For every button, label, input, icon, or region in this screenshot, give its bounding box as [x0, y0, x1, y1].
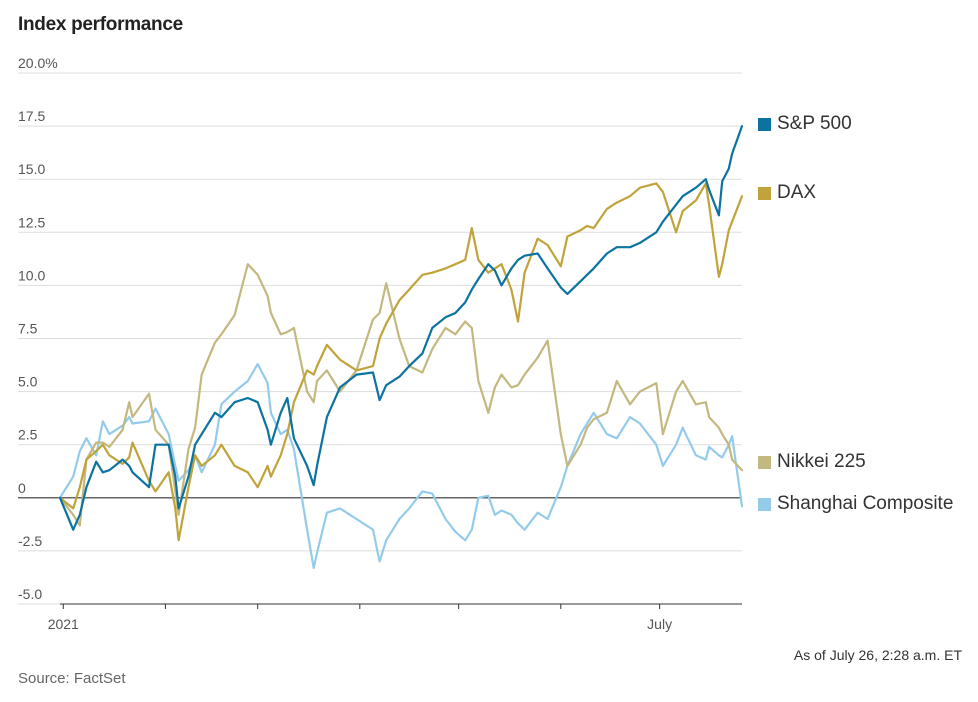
y-tick-label: 0 — [18, 480, 26, 496]
timestamp-note: As of July 26, 2:28 a.m. ET — [793, 647, 962, 663]
y-tick-label: 10.0 — [18, 267, 45, 283]
series-lines — [58, 125, 744, 569]
series-line-dax — [58, 182, 744, 542]
legend-swatch — [758, 186, 771, 200]
legend-item-dax: DAX — [758, 182, 816, 204]
legend-swatch — [758, 497, 771, 511]
series-line-s-p-500 — [58, 125, 744, 531]
legend-item-s-p-500: S&P 500 — [758, 113, 852, 135]
y-tick-label: 20.0% — [18, 55, 58, 71]
legend-label: Shanghai Composite — [777, 493, 954, 514]
series-line-shanghai-composite — [58, 362, 744, 569]
y-tick-label: 7.5 — [18, 321, 38, 337]
y-tick-label: 15.0 — [18, 161, 45, 177]
legend-label: Nikkei 225 — [777, 451, 866, 472]
y-tick-label: -5.0 — [18, 586, 42, 602]
axes: 20.0% 17.5 15.0 12.5 10.0 7.5 5.0 2.5 0 -2.5 -5.0 2… — [18, 55, 742, 632]
source-note: Source: FactSet — [18, 670, 126, 687]
y-tick-label: 12.5 — [18, 214, 45, 230]
legend-item-shanghai-composite: Shanghai Composite — [758, 493, 953, 515]
legend-item-nikkei-225: Nikkei 225 — [758, 451, 866, 473]
y-tick-label: -2.5 — [18, 533, 42, 549]
x-tick-label: 2021 — [48, 616, 79, 632]
legend-label: DAX — [777, 182, 817, 203]
series-line-nikkei-225 — [58, 263, 744, 527]
legend-swatch — [758, 117, 771, 131]
y-tick-label: 2.5 — [18, 427, 38, 443]
y-tick-label: 17.5 — [18, 108, 45, 124]
y-tick-label: 5.0 — [18, 374, 38, 390]
chart-title: Index performance — [18, 14, 183, 35]
x-tick-label: July — [647, 616, 672, 632]
legend-label: S&P 500 — [777, 113, 852, 134]
legend-swatch — [758, 455, 771, 469]
